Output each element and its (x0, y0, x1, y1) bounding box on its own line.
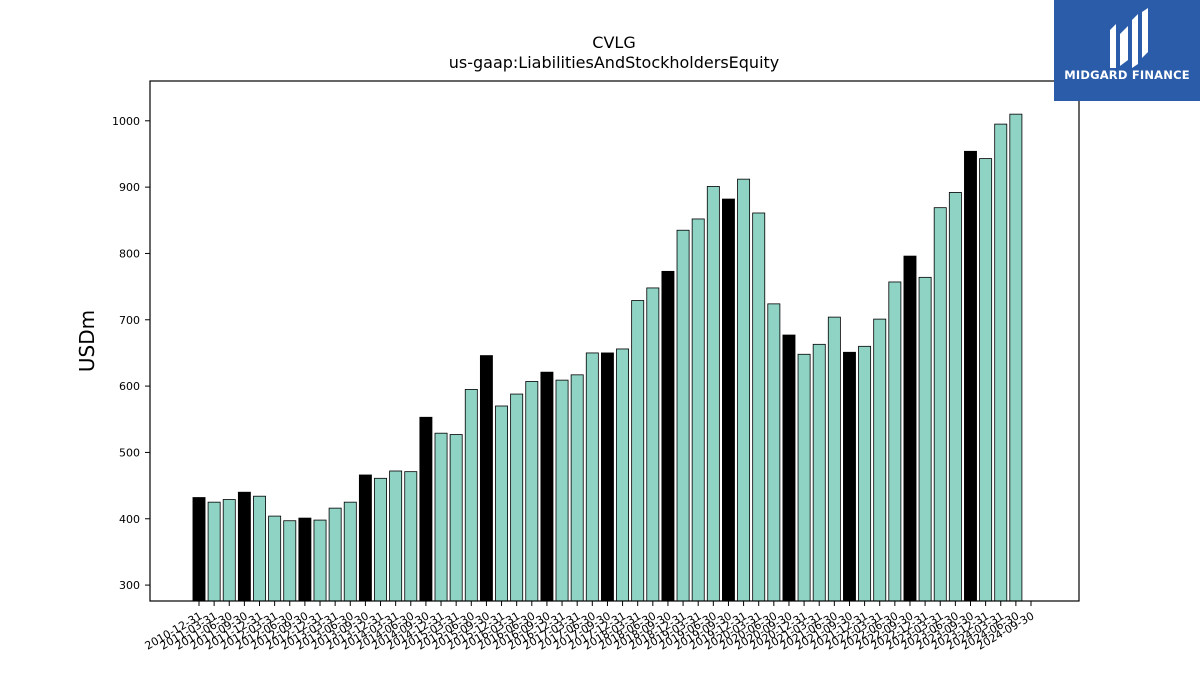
bars-layer (192, 113, 1023, 602)
bar-2021-03-31 (812, 343, 826, 602)
bar-2018-09-30 (661, 270, 675, 602)
bar-2016-06-30 (525, 381, 539, 602)
bar-2011-12-31 (253, 495, 266, 602)
bar-2013-12-31 (374, 477, 387, 602)
bar-2021-09-30 (843, 351, 856, 602)
bar-2020-09-30 (782, 334, 796, 602)
bar-2021-12-31 (858, 345, 872, 602)
bar-2020-12-31 (797, 353, 811, 602)
bar-2018-03-31 (631, 300, 645, 602)
bar-2019-12-31 (737, 178, 751, 602)
bar-2018-12-31 (676, 229, 690, 602)
bar-2012-03-31 (268, 515, 282, 602)
bar-2015-09-30 (479, 355, 493, 602)
y-tick-label: 1000 (112, 115, 140, 128)
bar-2017-09-30 (600, 352, 614, 602)
bar-2017-03-31 (570, 374, 584, 602)
bar-2022-06-30 (888, 281, 902, 602)
midgard-logo-icon (1110, 8, 1148, 68)
bar-2024-06-30 (1009, 113, 1023, 602)
y-tick-label: 800 (119, 247, 140, 260)
bar-2018-06-30 (646, 287, 660, 602)
bar-2012-12-31 (313, 519, 327, 602)
bar-2016-03-31 (510, 393, 524, 602)
bar-2014-03-31 (389, 470, 403, 602)
bar-2024-03-31 (994, 123, 1008, 602)
bar-2017-12-31 (616, 348, 630, 602)
bar-2023-12-31 (979, 158, 993, 602)
bar-2014-09-30 (419, 416, 433, 602)
brand-logo: MIDGARD FINANCE (1054, 0, 1200, 101)
bar-2011-03-31 (207, 501, 221, 602)
bar-2013-03-31 (328, 507, 342, 602)
bar-2021-06-30 (827, 316, 841, 602)
y-axis-label: USDm (75, 310, 99, 372)
y-tick-label: 500 (119, 446, 140, 459)
bar-2015-06-30 (464, 389, 478, 602)
y-tick-label: 700 (119, 314, 140, 327)
bar-2010-12-31 (192, 497, 206, 602)
bar-2017-06-30 (585, 352, 599, 602)
plot-frame (149, 80, 1080, 602)
bar-2022-12-31 (918, 276, 932, 602)
bar-2016-09-30 (540, 371, 554, 602)
y-tick-label: 600 (119, 380, 140, 393)
y-axis-ticks: 300 400 500 600 700 800 900 1000 (112, 115, 150, 592)
bar-2015-12-31 (495, 405, 508, 602)
chart-subtitle: us-gaap:LiabilitiesAndStockholdersEquity (449, 53, 780, 72)
bar-2014-12-31 (434, 432, 448, 602)
y-tick-label: 900 (119, 181, 140, 194)
bar-2019-09-30 (722, 198, 735, 602)
bar-2013-09-30 (358, 474, 372, 602)
y-tick-label: 300 (119, 579, 140, 592)
bar-2022-03-31 (873, 318, 887, 602)
bar-2015-03-31 (449, 434, 463, 602)
x-axis-ticks: 2010-12-312011-03-312011-06-302011-09-30… (143, 601, 1037, 653)
bar-2023-09-30 (964, 150, 977, 602)
logo-wordmark: MIDGARD FINANCE (1064, 68, 1190, 82)
y-tick-label: 400 (119, 513, 140, 526)
bar-2011-06-30 (222, 499, 236, 602)
bar-2012-09-30 (298, 517, 312, 602)
chart-title: CVLG (592, 33, 635, 52)
bar-2020-03-31 (752, 212, 766, 602)
bar-2020-06-30 (767, 303, 781, 602)
bar-2022-09-30 (903, 255, 917, 602)
bar-2014-06-30 (404, 471, 418, 602)
bar-2019-03-31 (691, 218, 705, 602)
bar-2016-12-31 (555, 379, 569, 602)
bar-2023-03-31 (933, 207, 947, 602)
bar-2019-06-30 (706, 186, 720, 602)
bar-2013-06-30 (343, 501, 357, 602)
bar-2011-09-30 (237, 491, 251, 602)
bar-2023-06-30 (948, 192, 962, 602)
bar-2012-06-30 (283, 520, 297, 602)
